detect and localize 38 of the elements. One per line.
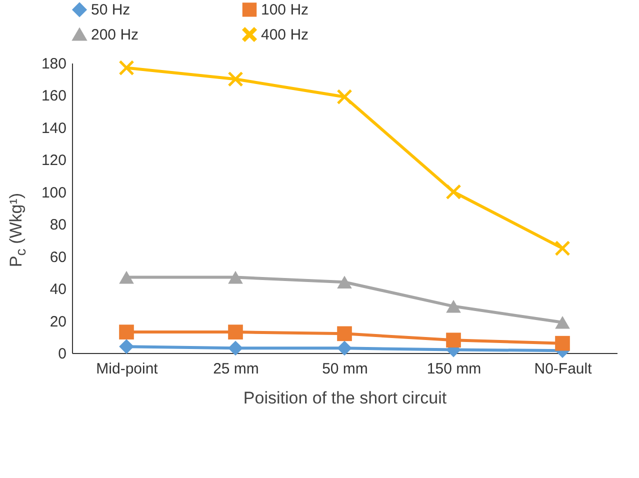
point xyxy=(555,240,570,256)
y-tick-label: 140 xyxy=(41,120,66,137)
x-tick-label: Mid-point xyxy=(96,360,159,378)
point xyxy=(337,340,352,356)
point xyxy=(555,336,570,351)
point xyxy=(446,184,461,200)
point xyxy=(119,270,134,284)
point xyxy=(337,326,352,342)
y-tick-label: 40 xyxy=(50,281,66,298)
legend-label: 100 Hz xyxy=(261,2,309,19)
point xyxy=(228,270,243,284)
legend-label: 50 Hz xyxy=(91,2,130,19)
y-tick-label: 60 xyxy=(50,248,66,266)
point xyxy=(446,300,461,313)
y-tick-label: 120 xyxy=(41,152,66,170)
x-tick-label: 25 mm xyxy=(213,360,259,378)
x-tick-label: N0-Fault xyxy=(534,360,593,378)
x-tick-label: 150 mm xyxy=(426,360,482,378)
legend-label: 200 Hz xyxy=(91,26,139,44)
point xyxy=(119,324,134,340)
point xyxy=(119,339,134,354)
point xyxy=(555,316,570,329)
point xyxy=(337,276,352,289)
point xyxy=(119,60,134,76)
y-tick-label: 160 xyxy=(41,88,66,105)
y-tick-label: 100 xyxy=(41,184,66,202)
point xyxy=(228,324,243,340)
x-tick-label: 50 mm xyxy=(322,360,368,378)
x-axis-title: Poisition of the short circuit xyxy=(243,388,447,408)
point xyxy=(228,340,243,356)
point xyxy=(228,72,243,87)
y-tick-label: 20 xyxy=(50,313,66,330)
y-tick-label: 180 xyxy=(41,56,66,72)
point xyxy=(446,332,461,348)
point xyxy=(337,89,352,104)
y-tick-label: 80 xyxy=(50,216,66,234)
y-tick-label: 0 xyxy=(58,346,66,362)
legend-label: 400 Hz xyxy=(261,26,309,44)
